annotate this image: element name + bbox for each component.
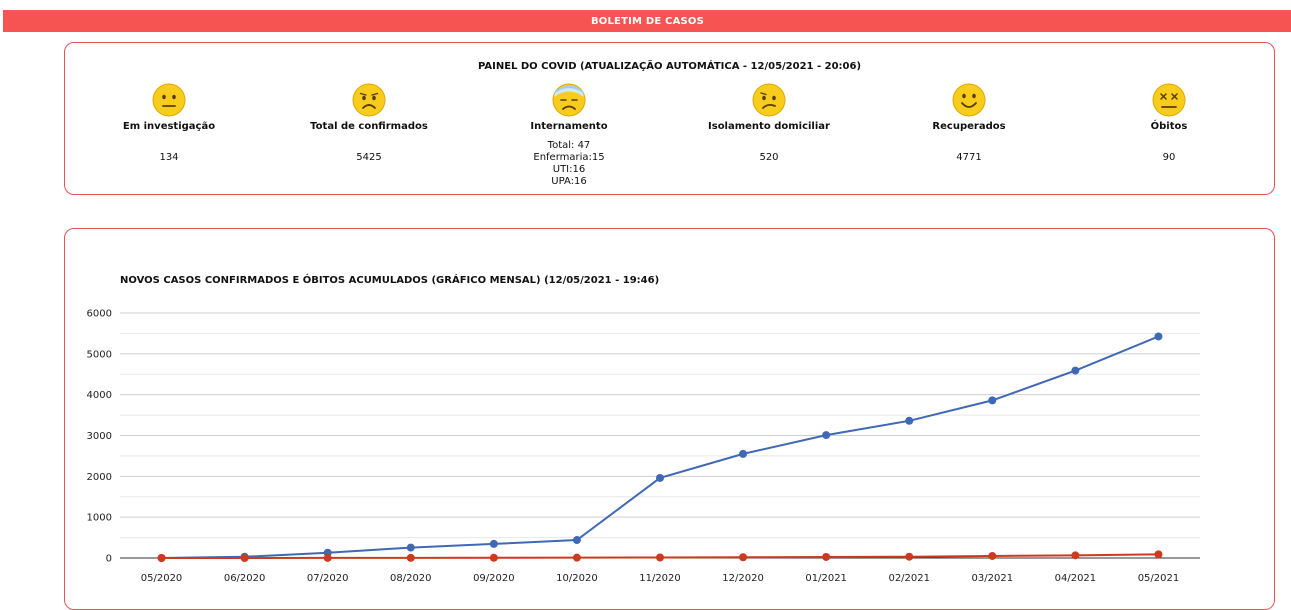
bandaged-face-icon [552, 83, 586, 117]
series-deaths-point [1154, 550, 1163, 559]
stat-obitos: Óbitos 90 [1074, 83, 1264, 163]
stat-label: Isolamento domiciliar [708, 121, 830, 132]
series-confirmed-point [1071, 366, 1080, 375]
stat-label: Internamento [530, 121, 608, 132]
x-tick-label: 04/2021 [1055, 573, 1097, 584]
stat-value: 520 [759, 152, 779, 163]
series-confirmed-point [905, 416, 914, 425]
series-confirmed-point [739, 449, 748, 458]
x-tick-label: 11/2020 [639, 573, 681, 584]
x-tick-label: 05/2020 [141, 573, 183, 584]
stat-value: 134 [159, 152, 179, 163]
series-deaths-point [406, 553, 415, 562]
confused-face-icon [752, 83, 786, 117]
x-tick-label: 09/2020 [473, 573, 515, 584]
line-chart: 0 1000 2000 3000 4000 5000 6000 05/2020 06/2020 0… [87, 309, 1200, 584]
y-tick-label: 3000 [87, 431, 112, 442]
series-deaths-point [240, 554, 249, 562]
series-deaths-point [157, 554, 166, 562]
chart-container: NOVOS CASOS CONFIRMADOS E ÓBITOS ACUMULA… [64, 228, 1275, 610]
internamento-uti: UTI:16 [552, 164, 586, 175]
stat-internamento: Internamento Total: 47 Enfermaria:15 UTI… [474, 83, 664, 188]
stat-isolamento-domiciliar: Isolamento domiciliar 520 [674, 83, 864, 163]
frowning-face-icon [352, 83, 386, 117]
series-confirmed-point [988, 396, 997, 405]
stat-value: 90 [1162, 152, 1176, 163]
series-deaths-point [323, 553, 332, 562]
series-confirmed-point [406, 543, 415, 552]
x-tick-label: 05/2021 [1138, 573, 1180, 584]
y-tick-label: 4000 [87, 390, 112, 401]
neutral-face-icon [152, 83, 186, 117]
series-confirmed-line [161, 335, 1159, 559]
x-tick-label: 02/2021 [888, 573, 930, 584]
series-confirmed-point [656, 473, 664, 482]
series-deaths-point [489, 553, 498, 562]
x-tick-label: 03/2021 [972, 573, 1014, 584]
series-confirmed-point [822, 431, 831, 440]
smiling-face-icon [952, 83, 986, 117]
series-confirmed-point [1154, 332, 1163, 341]
x-tick-label: 06/2020 [224, 573, 266, 584]
internamento-total: Total: 47 [547, 140, 591, 151]
series-deaths-point [656, 553, 664, 562]
y-tick-label: 0 [106, 554, 112, 565]
series-deaths-point [822, 552, 831, 561]
internamento-enfermaria: Enfermaria:15 [533, 152, 605, 163]
internamento-upa: UPA:16 [551, 176, 587, 187]
stat-label: Em investigação [122, 121, 216, 132]
stat-value-internamento: Total: 47 Enfermaria:15 UTI:16 UPA:16 [474, 140, 664, 188]
x-tick-label: 12/2020 [722, 573, 764, 584]
x-tick-label: 10/2020 [556, 573, 598, 584]
stat-em-investigacao: Em investigação 134 [74, 83, 264, 163]
series-confirmed-point [489, 539, 498, 548]
stat-label: Óbitos [1150, 121, 1188, 132]
stat-value: 5425 [356, 152, 382, 163]
panel-title: PAINEL DO COVID (ATUALIZAÇÃO AUTOMÁTICA … [477, 61, 862, 72]
stat-value: 4771 [956, 152, 982, 163]
series-deaths-point [988, 551, 997, 560]
stat-label: Recuperados [932, 121, 1006, 132]
series-deaths-point [1071, 551, 1080, 560]
series-deaths-point [739, 553, 748, 562]
series-confirmed-point [572, 536, 581, 545]
covid-panel: PAINEL DO COVID (ATUALIZAÇÃO AUTOMÁTICA … [64, 42, 1275, 195]
y-tick-label: 1000 [87, 513, 112, 524]
x-tick-label: 08/2020 [390, 573, 432, 584]
stat-total-confirmados: Total de confirmados 5425 [274, 83, 464, 163]
y-tick-label: 2000 [87, 472, 112, 483]
x-tick-label: 01/2021 [805, 573, 847, 584]
page-header-title: BOLETIM DE CASOS [590, 15, 705, 27]
chart-title: NOVOS CASOS CONFIRMADOS E ÓBITOS ACUMULA… [120, 275, 660, 286]
stat-label: Total de confirmados [310, 121, 428, 132]
series-deaths-point [905, 552, 914, 561]
stat-recuperados: Recuperados 4771 [874, 83, 1064, 163]
y-tick-label: 6000 [87, 309, 112, 320]
series-deaths-point [572, 553, 581, 562]
page-header-bar: BOLETIM DE CASOS [3, 10, 1291, 32]
x-tick-label: 07/2020 [307, 573, 349, 584]
y-tick-label: 5000 [87, 349, 112, 360]
dead-face-icon [1152, 83, 1186, 117]
